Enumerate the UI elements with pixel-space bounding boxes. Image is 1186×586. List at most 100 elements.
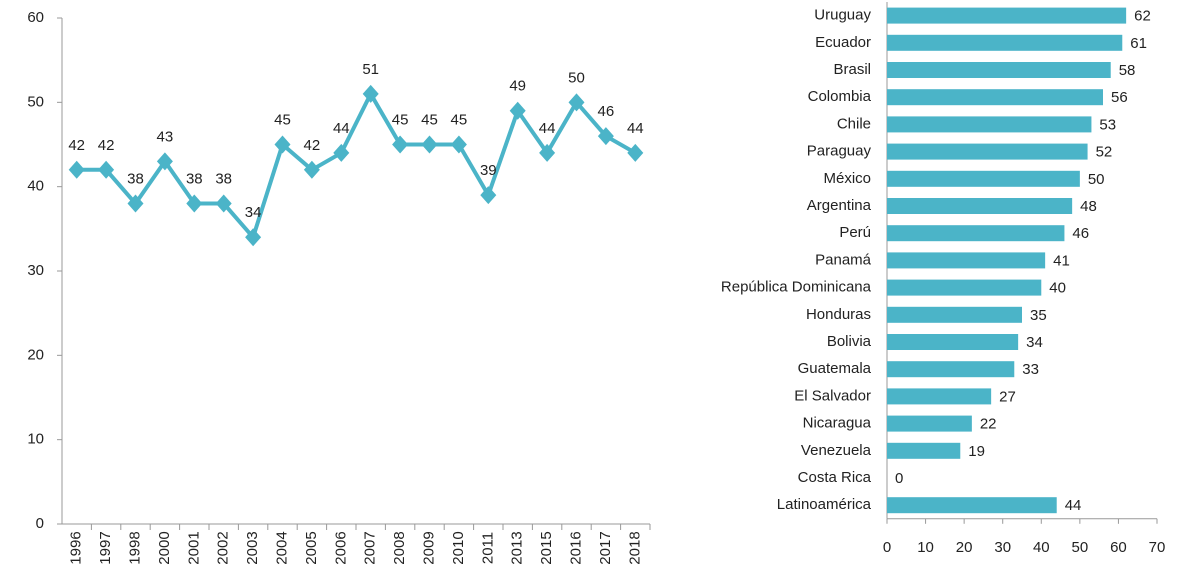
data-label: 45 — [274, 111, 291, 128]
marker — [568, 93, 585, 112]
x-tick-label: 1997 — [97, 531, 114, 564]
bar — [887, 361, 1015, 378]
marker — [362, 84, 379, 103]
data-label: 45 — [392, 111, 409, 128]
marker — [392, 135, 409, 154]
y-tick-label: Perú — [839, 224, 871, 241]
marker — [186, 194, 203, 213]
bar — [887, 116, 1092, 133]
data-label: 0 — [895, 470, 903, 487]
marker — [450, 135, 467, 154]
marker — [480, 186, 497, 205]
y-tick-label: Ecuador — [815, 34, 871, 51]
data-label: 22 — [980, 416, 997, 433]
data-label: 42 — [304, 137, 321, 154]
data-label: 44 — [539, 120, 556, 137]
data-label: 45 — [421, 111, 438, 128]
y-tick-label: El Salvador — [794, 387, 871, 404]
bar — [887, 306, 1022, 323]
x-tick-label: 2018 — [626, 531, 643, 564]
data-label: 19 — [968, 443, 985, 460]
data-label: 62 — [1134, 8, 1151, 25]
x-tick-label: 2010 — [450, 531, 467, 564]
bar — [887, 388, 992, 405]
x-tick-label: 2001 — [185, 531, 202, 564]
data-label: 33 — [1022, 361, 1039, 378]
y-tick-label: Paraguay — [807, 143, 872, 160]
x-tick-label: 2003 — [244, 531, 261, 564]
x-tick-label: 2011 — [479, 532, 496, 564]
x-tick-label: 2016 — [567, 531, 584, 564]
y-tick-label: Honduras — [806, 306, 871, 323]
bar — [887, 415, 972, 432]
bar — [887, 442, 961, 459]
y-tick-label: 0 — [36, 515, 44, 532]
x-tick-label: 2000 — [156, 531, 173, 564]
y-tick-label: México — [823, 170, 871, 187]
x-tick-label: 60 — [1110, 539, 1127, 556]
data-label: 34 — [245, 204, 262, 221]
marker — [274, 135, 291, 154]
data-label: 48 — [1080, 198, 1097, 215]
x-tick-label: 70 — [1149, 539, 1166, 556]
marker — [68, 160, 85, 179]
x-tick-label: 2008 — [391, 531, 408, 564]
x-tick-label: 40 — [1033, 539, 1050, 556]
x-tick-label: 1998 — [126, 531, 143, 564]
data-label: 35 — [1030, 307, 1047, 324]
x-tick-label: 1996 — [68, 531, 85, 564]
y-tick-label: Venezuela — [801, 442, 872, 459]
y-tick-label: Argentina — [807, 197, 872, 214]
y-tick-label: 40 — [27, 178, 44, 195]
x-tick-label: 2009 — [420, 531, 437, 564]
bar — [887, 279, 1042, 296]
line — [76, 89, 637, 242]
y-tick-label: Uruguay — [814, 7, 871, 24]
x-tick-label: 2004 — [273, 531, 290, 564]
data-label: 44 — [627, 120, 644, 137]
x-tick-label: 0 — [883, 539, 891, 556]
data-label: 45 — [451, 111, 468, 128]
bar — [887, 170, 1080, 187]
x-tick-label: 2007 — [362, 531, 379, 564]
data-label: 52 — [1096, 144, 1113, 161]
marker — [421, 135, 438, 154]
y-tick-label: 50 — [27, 93, 44, 110]
marker — [509, 101, 526, 120]
data-label: 49 — [509, 78, 526, 95]
data-label: 46 — [598, 103, 615, 120]
marker — [156, 152, 173, 171]
data-label: 56 — [1111, 89, 1128, 106]
marker — [333, 143, 350, 162]
x-tick-label: 10 — [917, 539, 934, 556]
x-tick-label: 30 — [994, 539, 1011, 556]
data-label: 38 — [186, 171, 203, 188]
bar — [887, 34, 1123, 51]
y-tick-label: Bolivia — [827, 333, 872, 350]
marker — [127, 194, 144, 213]
y-tick-label: 30 — [27, 262, 44, 279]
data-label: 40 — [1049, 280, 1066, 297]
x-tick-label: 2013 — [509, 531, 526, 564]
data-label: 41 — [1053, 252, 1070, 269]
data-label: 46 — [1072, 225, 1089, 242]
data-label: 44 — [333, 120, 350, 137]
data-label: 42 — [98, 137, 115, 154]
data-label: 58 — [1119, 62, 1136, 79]
bar — [887, 62, 1111, 78]
y-tick-label: Colombia — [808, 88, 872, 105]
y-tick-label: Costa Rica — [798, 469, 872, 486]
y-tick-label: Guatemala — [798, 360, 872, 377]
marker — [597, 127, 614, 146]
x-tick-label: 2005 — [303, 531, 320, 564]
data-label: 50 — [568, 69, 585, 86]
data-label: 51 — [362, 61, 379, 78]
marker — [627, 143, 644, 162]
data-label: 43 — [157, 128, 174, 145]
data-label: 61 — [1130, 35, 1147, 52]
marker — [215, 194, 232, 213]
data-label: 42 — [68, 137, 85, 154]
data-label: 50 — [1088, 171, 1105, 188]
bar — [887, 89, 1103, 106]
